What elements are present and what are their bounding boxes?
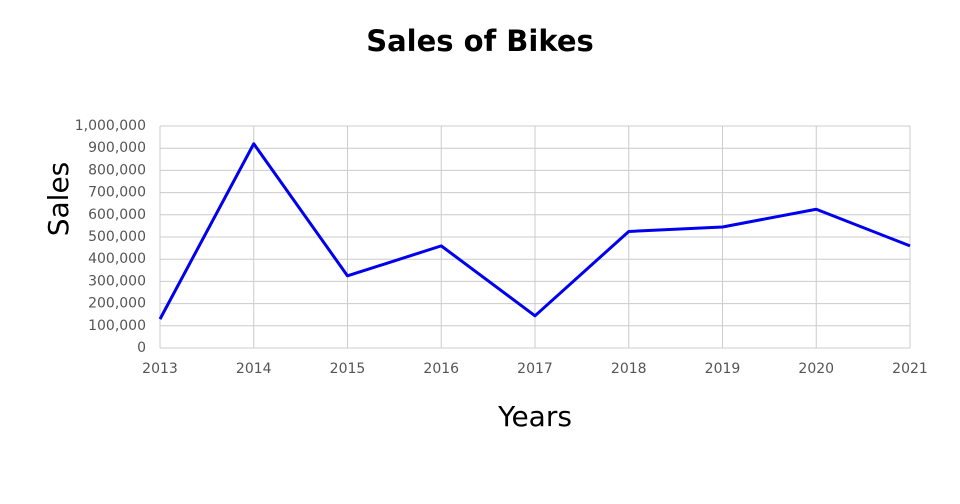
x-axis-label: Years — [497, 400, 572, 433]
chart-title: Sales of Bikes — [366, 24, 594, 58]
y-tick-label: 1,000,000 — [75, 118, 146, 134]
x-tick-label: 2015 — [330, 361, 366, 377]
y-tick-label: 700,000 — [88, 185, 146, 201]
y-tick-label: 600,000 — [88, 207, 146, 223]
y-tick-label: 900,000 — [88, 140, 146, 156]
y-tick-label: 200,000 — [88, 296, 146, 312]
x-tick-label: 2017 — [517, 361, 553, 377]
x-tick-label: 2013 — [142, 361, 178, 377]
x-tick-label: 2019 — [705, 361, 741, 377]
x-tick-label: 2014 — [236, 361, 272, 377]
x-tick-label: 2021 — [892, 361, 928, 377]
x-tick-label: 2018 — [611, 361, 647, 377]
y-tick-label: 0 — [137, 340, 146, 356]
y-tick-label: 400,000 — [88, 251, 146, 267]
y-tick-label: 100,000 — [88, 318, 146, 334]
line-series — [158, 142, 911, 320]
x-tick-label: 2020 — [798, 361, 834, 377]
y-tick-label: 300,000 — [88, 273, 146, 289]
y-tick-label: 500,000 — [88, 229, 146, 245]
y-tick-label: 800,000 — [88, 162, 146, 178]
x-tick-label: 2016 — [423, 361, 459, 377]
y-axis-label: Sales — [42, 162, 75, 237]
